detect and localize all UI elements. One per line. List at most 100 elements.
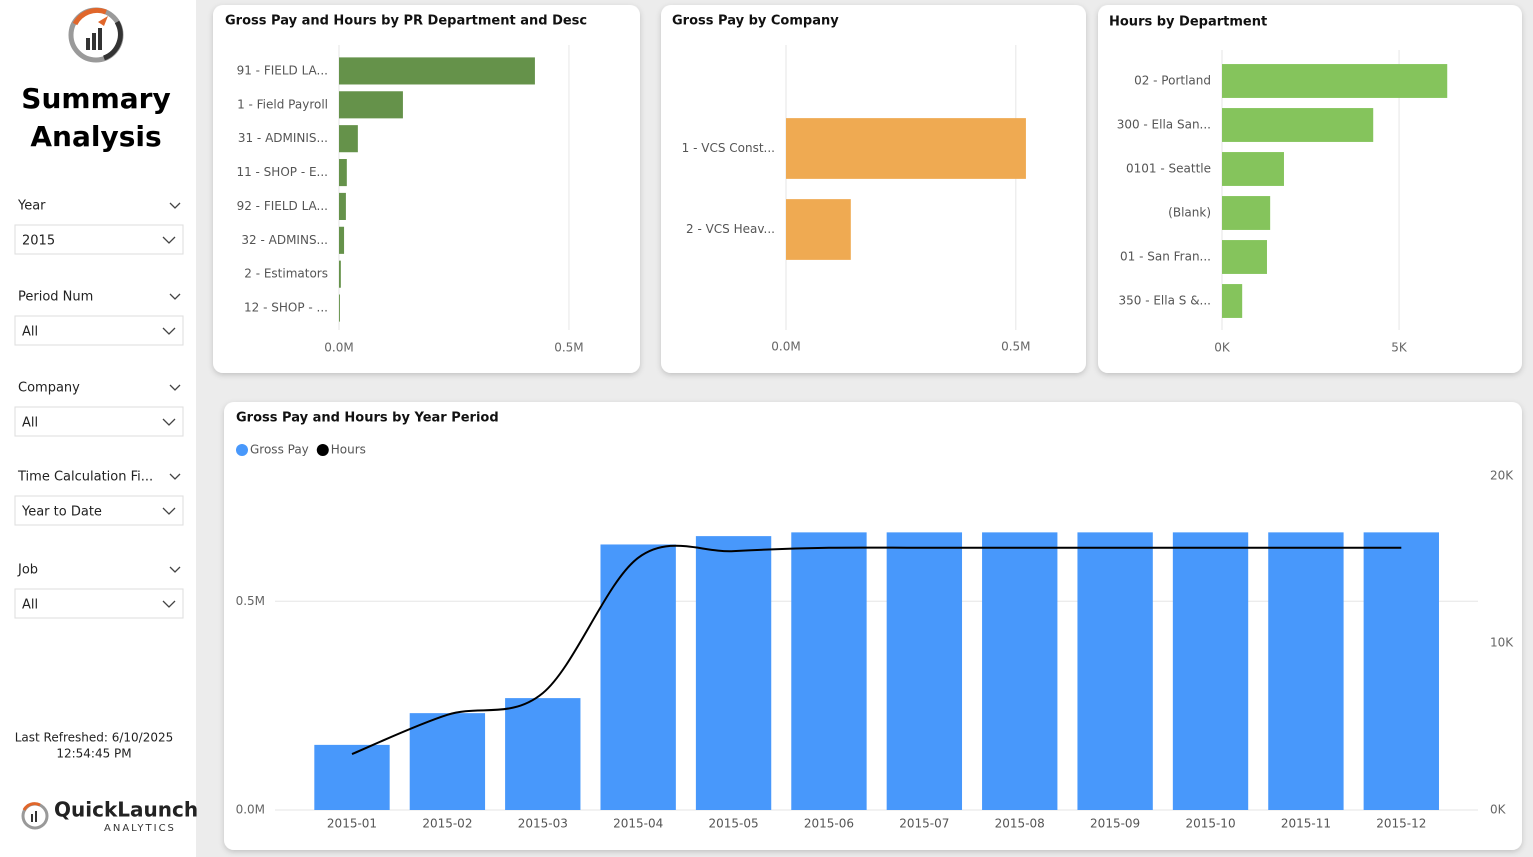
bar <box>1077 532 1153 810</box>
slicer-dropdown[interactable] <box>14 588 184 619</box>
bar <box>339 192 346 220</box>
brand-name: QuickLaunch <box>54 798 198 822</box>
x-tick-label: 0.0M <box>771 340 800 354</box>
legend-label: Gross Pay <box>250 443 309 457</box>
slicer-value: All <box>22 325 38 340</box>
y-tick-label: 2 - VCS Heav... <box>686 222 775 236</box>
chevron <box>162 327 176 335</box>
charts: Gross Pay and Hours by PR Department and… <box>225 14 1514 831</box>
bar <box>1222 196 1271 230</box>
chevron <box>162 507 176 515</box>
bar <box>1363 532 1439 810</box>
slicer-dropdown[interactable] <box>14 406 184 437</box>
chart-title: Hours by Department <box>1109 15 1267 30</box>
y2-tick-label: 10K <box>1490 636 1514 650</box>
y-tick-label: 1 - VCS Const... <box>682 141 775 155</box>
x-tick-label: 2015-12 <box>1376 817 1426 831</box>
slicer-label: Time Calculation Fi... <box>17 470 153 485</box>
bar <box>886 532 963 810</box>
slicer-label: Period Num <box>18 290 93 305</box>
bar <box>600 544 676 810</box>
chevron <box>162 418 176 426</box>
y-tick-label: 02 - Portland <box>1134 74 1211 88</box>
chevron <box>162 236 176 244</box>
card <box>213 5 640 373</box>
chevron <box>169 202 181 209</box>
y-tick-label: 91 - FIELD LA... <box>237 63 328 77</box>
slicer-dropdown[interactable] <box>14 315 184 346</box>
y-tick-label: 32 - ADMINS... <box>241 233 328 247</box>
y-tick-label: 01 - San Fran... <box>1120 250 1211 264</box>
y-tick-label: 0.5M <box>236 594 265 608</box>
chart-title: Gross Pay and Hours by Year Period <box>236 411 499 426</box>
legend-marker <box>236 444 248 456</box>
bar <box>786 199 851 260</box>
bar <box>791 532 867 810</box>
chevron <box>169 566 181 573</box>
chart-title: Gross Pay and Hours by PR Department and… <box>225 14 587 29</box>
bar <box>339 226 345 254</box>
bar <box>786 118 1026 179</box>
bar <box>1222 108 1374 142</box>
slicers: Year 2015 Period Num All Company All Time Calc… <box>14 199 184 619</box>
chevron <box>162 600 176 608</box>
legend-marker <box>316 444 329 456</box>
page-title: Analysis <box>30 120 161 153</box>
x-tick-label: 0K <box>1214 341 1231 355</box>
bar <box>339 159 347 187</box>
y-tick-label: 12 - SHOP - ... <box>244 301 328 315</box>
bar <box>339 125 358 153</box>
bar <box>339 294 340 322</box>
refresh-date: Last Refreshed: 6/10/2025 <box>15 731 174 745</box>
y-tick-label: 300 - Ella San... <box>1117 118 1211 132</box>
y-tick-label: 350 - Ella S &... <box>1118 294 1211 308</box>
y-tick-label: 1 - Field Payroll <box>237 97 328 111</box>
bar <box>695 536 772 810</box>
slicer-dropdown[interactable] <box>14 224 184 255</box>
card <box>661 5 1086 373</box>
x-tick-label: 2015-06 <box>804 817 854 831</box>
y-tick-label: 92 - FIELD LA... <box>237 199 328 213</box>
page-title: Summary <box>21 82 170 115</box>
y-tick-label: 31 - ADMINIS... <box>238 131 328 145</box>
slicer-label: Year <box>17 199 46 214</box>
refresh-time: 12:54:45 PM <box>56 747 131 761</box>
x-tick-label: 2015-05 <box>708 817 758 831</box>
slicer-value: 2015 <box>22 234 55 249</box>
x-tick-label: 2015-02 <box>422 817 472 831</box>
y2-tick-label: 0K <box>1490 803 1507 817</box>
slicer-dropdown[interactable] <box>14 495 184 526</box>
bar <box>314 744 390 810</box>
bar <box>1222 284 1243 318</box>
chevron <box>169 384 181 391</box>
chevron <box>169 293 181 300</box>
x-tick-label: 2015-03 <box>518 817 568 831</box>
bar <box>409 713 486 810</box>
bar <box>1268 532 1344 810</box>
y-tick-label: 11 - SHOP - E... <box>236 165 328 179</box>
line <box>351 544 1402 755</box>
x-tick-label: 2015-07 <box>899 817 949 831</box>
bar <box>1222 240 1267 274</box>
chevron <box>169 473 181 480</box>
card <box>1098 5 1522 373</box>
bar <box>505 698 581 810</box>
x-tick-label: 2015-01 <box>327 817 377 831</box>
bar <box>339 260 341 288</box>
x-tick-label: 2015-04 <box>613 817 663 831</box>
bar <box>1222 152 1284 186</box>
slicer-label: Job <box>17 563 38 578</box>
y-tick-label: 0.0M <box>236 803 265 817</box>
chart-title: Gross Pay by Company <box>672 14 839 29</box>
bar <box>339 91 403 119</box>
bar <box>1172 532 1249 810</box>
slicer-label: Company <box>18 381 80 396</box>
bar <box>1222 64 1448 98</box>
x-tick-label: 2015-11 <box>1281 817 1331 831</box>
x-tick-label: 2015-08 <box>995 817 1045 831</box>
y-tick-label: 0101 - Seattle <box>1126 162 1211 176</box>
logo <box>68 7 124 63</box>
brand-sub: ANALYTICS <box>104 823 176 834</box>
y-tick-label: 2 - Estimators <box>244 267 328 281</box>
